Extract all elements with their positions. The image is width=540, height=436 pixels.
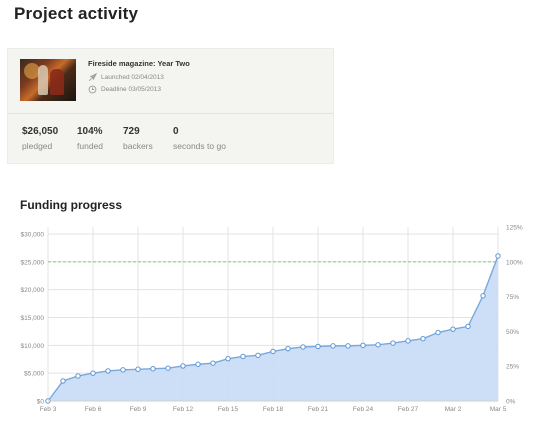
- data-point: [360, 342, 366, 349]
- y-tick-label: $0: [37, 399, 45, 406]
- x-tick-label: Feb 6: [85, 406, 102, 413]
- data-point: [135, 366, 141, 372]
- stat-label: seconds to go: [173, 141, 226, 151]
- data-point: [60, 378, 66, 384]
- data-point: [285, 345, 291, 352]
- y-tick-label: $5,000: [24, 371, 44, 378]
- stat-value: 0: [173, 126, 179, 137]
- clock-icon: [88, 85, 97, 94]
- project-title[interactable]: Fireside magazine: Year Two: [88, 59, 190, 68]
- y-tick-label: $25,000: [21, 259, 45, 266]
- data-point: [270, 348, 276, 355]
- data-point: [390, 340, 396, 346]
- x-tick-label: Mar 5: [490, 406, 507, 413]
- stat-backers: 729 backers: [123, 126, 153, 151]
- stat-value: 729: [123, 126, 140, 137]
- data-point: [375, 342, 381, 348]
- x-tick-label: Feb 15: [218, 406, 239, 413]
- stat-label: backers: [123, 141, 153, 151]
- y2-tick-label: 25%: [506, 364, 519, 371]
- launch-date: Launched 02/04/2013: [101, 74, 164, 81]
- x-tick-label: Feb 18: [263, 406, 284, 413]
- y-tick-label: $30,000: [21, 231, 45, 238]
- y2-tick-label: 50%: [506, 329, 519, 336]
- data-point: [480, 293, 486, 299]
- data-point: [120, 367, 126, 373]
- data-point: [405, 338, 411, 344]
- rocket-icon: [89, 73, 97, 81]
- data-point: [180, 363, 186, 369]
- data-point: [420, 335, 426, 342]
- data-point: [195, 361, 201, 367]
- page-title: Project activity: [14, 4, 139, 23]
- data-point: [225, 355, 231, 362]
- data-point: [465, 323, 471, 330]
- y-tick-label: $15,000: [21, 315, 45, 322]
- project-thumbnail[interactable]: [20, 59, 76, 101]
- y-tick-label: $20,000: [21, 287, 45, 294]
- project-card: Fireside magazine: Year Two Launched 02/…: [7, 48, 334, 164]
- y2-tick-label: 75%: [506, 294, 519, 301]
- data-point: [150, 366, 156, 372]
- data-point: [255, 352, 261, 359]
- data-point: [315, 343, 321, 350]
- x-tick-label: Feb 27: [398, 406, 419, 413]
- stat-value: 104%: [77, 126, 103, 137]
- series-area: [48, 255, 498, 401]
- data-point: [495, 253, 501, 259]
- data-point: [450, 326, 456, 332]
- x-tick-label: Feb 24: [353, 406, 374, 413]
- x-tick-label: Feb 21: [308, 406, 329, 413]
- x-tick-label: Feb 12: [173, 406, 194, 413]
- data-point: [240, 353, 246, 360]
- stat-label: funded: [77, 141, 103, 151]
- y2-tick-label: 100%: [506, 259, 523, 266]
- x-tick-label: Mar 2: [445, 406, 462, 413]
- stat-pledged: $26,050 pledged: [22, 126, 58, 151]
- data-point: [165, 365, 171, 371]
- stat-funded: 104% funded: [77, 126, 103, 151]
- y-tick-label: $10,000: [21, 343, 45, 350]
- deadline-row: Deadline 03/05/2013: [88, 85, 161, 94]
- stat-label: pledged: [22, 141, 53, 151]
- data-point: [345, 343, 351, 349]
- stat-time-left: 0 seconds to go: [173, 126, 226, 151]
- data-point: [75, 373, 81, 379]
- data-point: [330, 343, 336, 349]
- stat-value: $26,050: [22, 126, 59, 137]
- data-point: [105, 368, 111, 374]
- data-point: [90, 370, 96, 376]
- data-point: [300, 344, 306, 350]
- x-tick-label: Feb 9: [130, 406, 147, 413]
- launch-date-row: Launched 02/04/2013: [88, 73, 164, 82]
- deadline-date: Deadline 03/05/2013: [101, 86, 161, 93]
- x-tick-label: Feb 3: [40, 406, 57, 413]
- y2-tick-label: 0%: [506, 399, 516, 406]
- data-point: [210, 360, 216, 366]
- y2-tick-label: 125%: [506, 225, 523, 232]
- chart-title: Funding progress: [20, 198, 122, 212]
- data-point: [435, 329, 441, 336]
- card-divider: [8, 113, 333, 114]
